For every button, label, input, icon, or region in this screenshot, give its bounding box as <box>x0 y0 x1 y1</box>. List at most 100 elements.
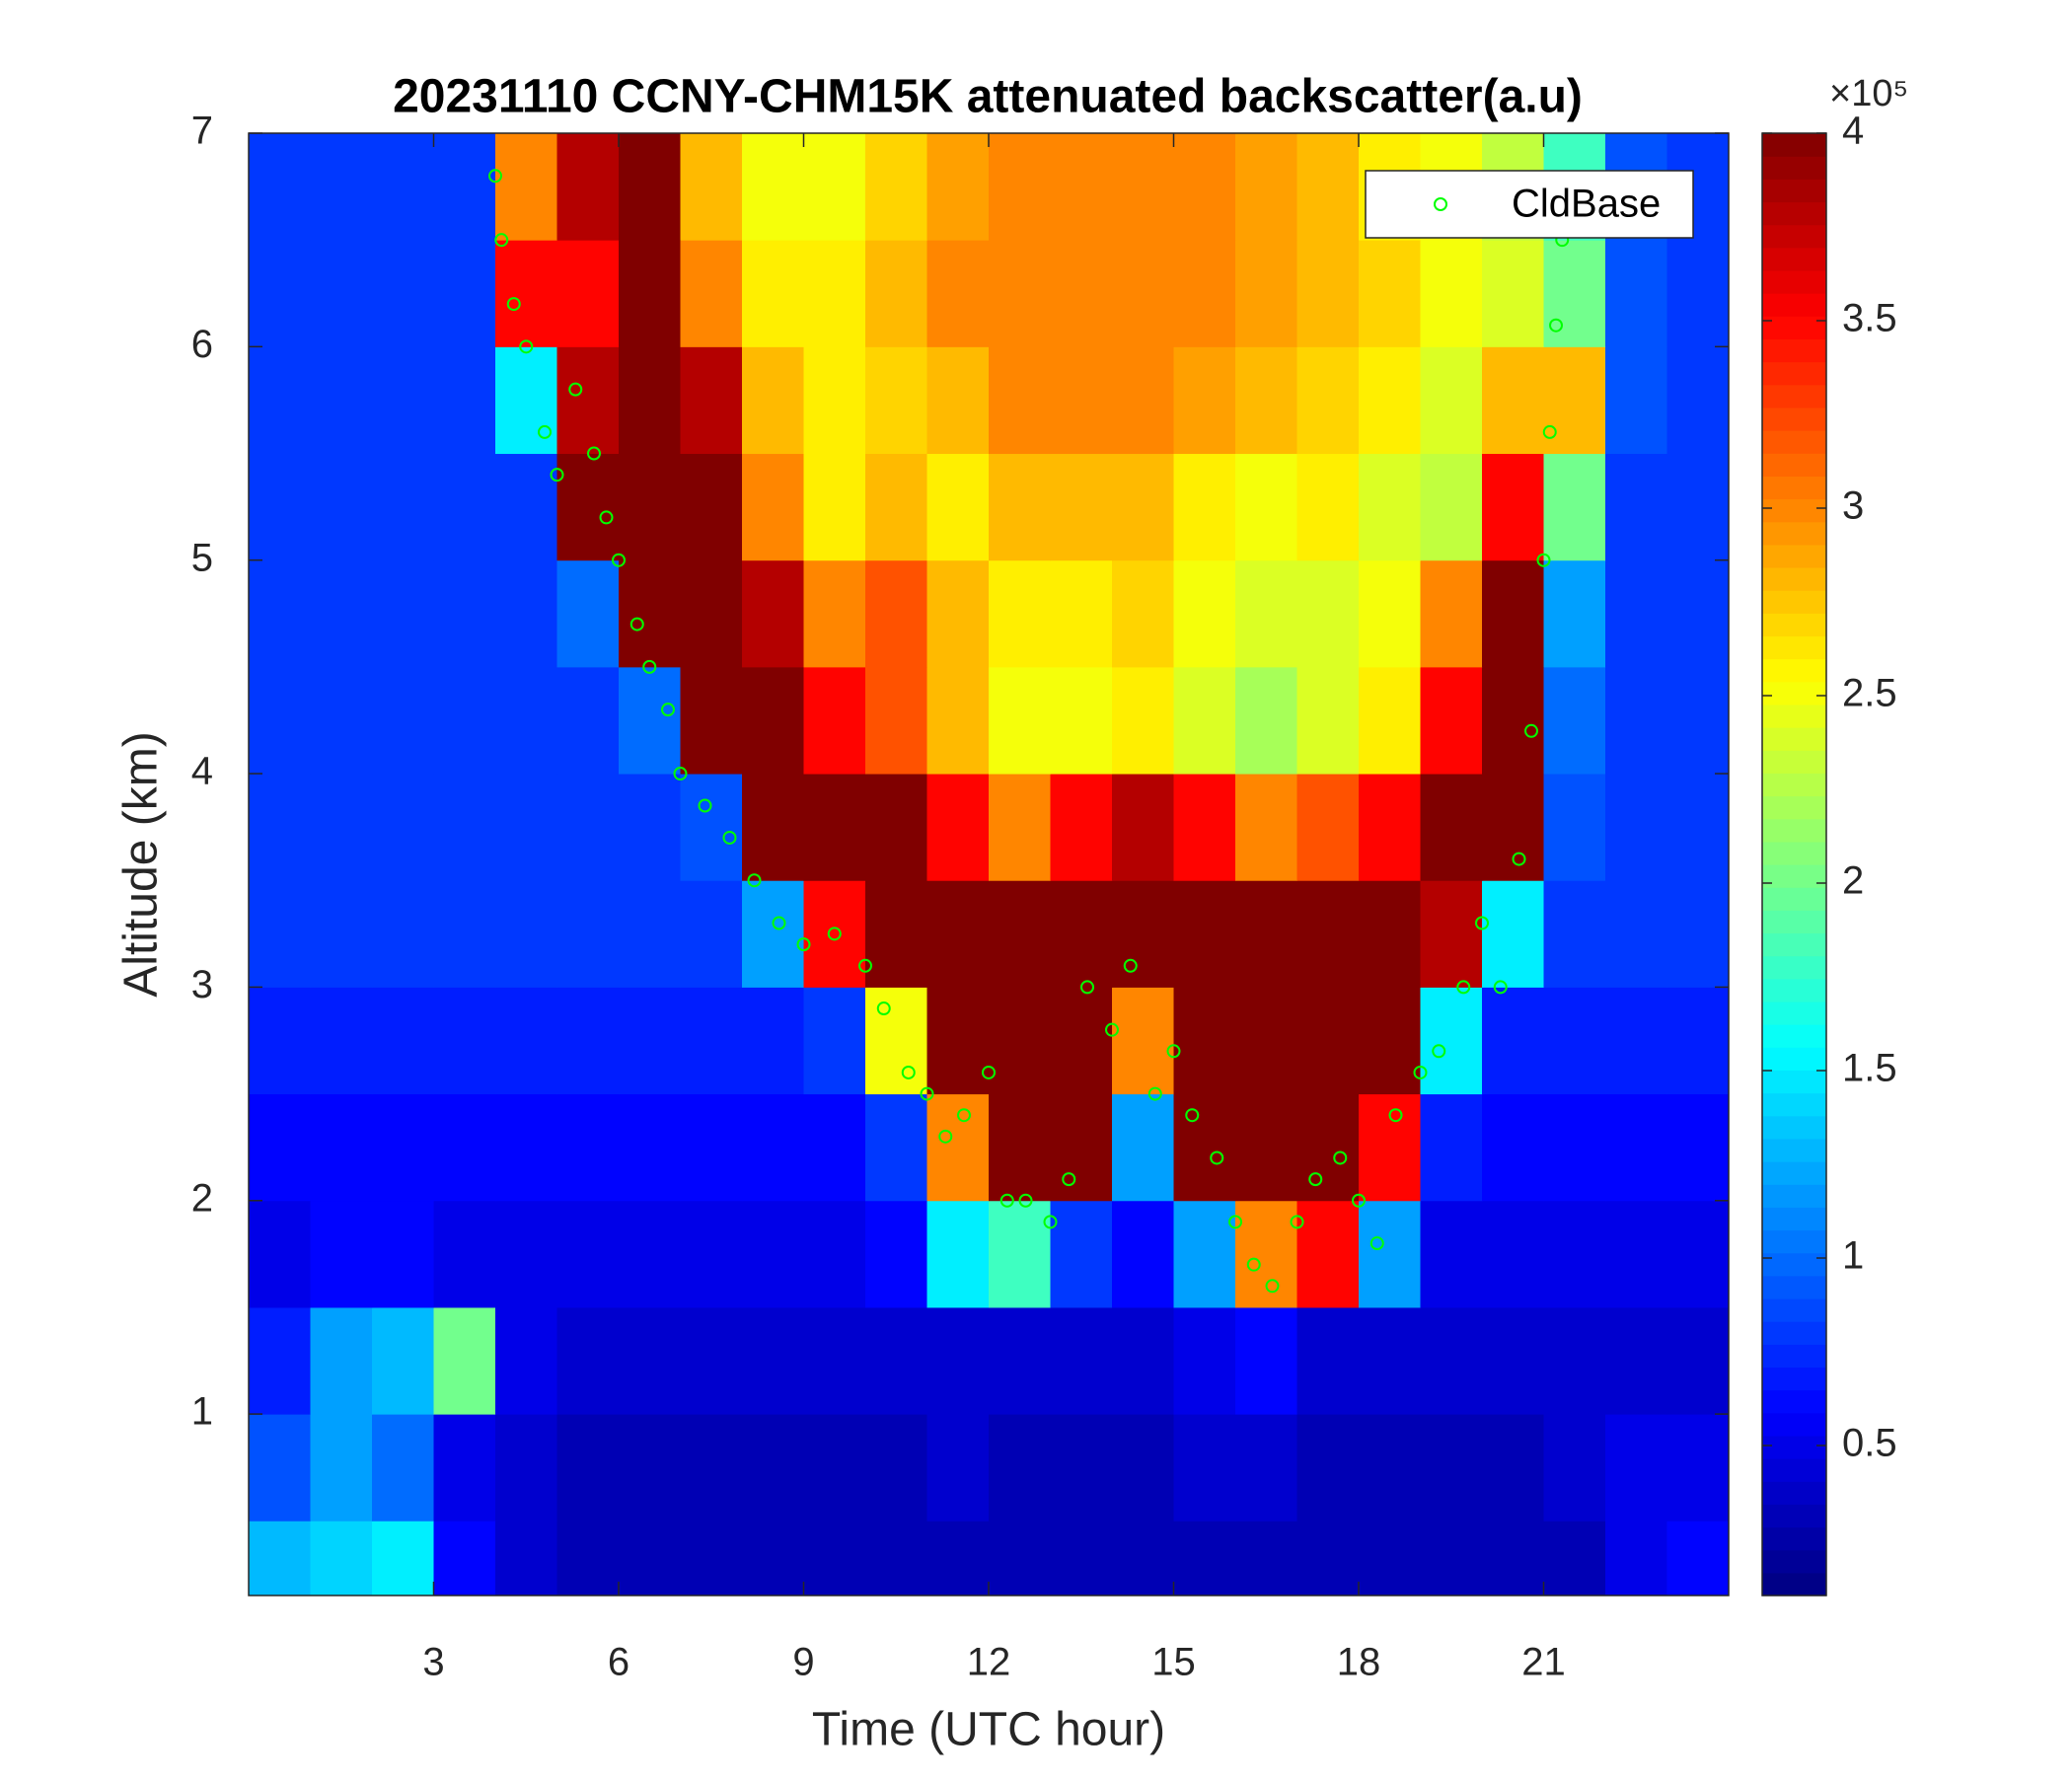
colorbar-swatch <box>1762 453 1826 477</box>
heatmap-cell <box>433 1306 496 1415</box>
colorbar-tick-label: 1 <box>1842 1234 1864 1278</box>
cloud-base-point <box>1475 916 1489 930</box>
heatmap-cell <box>1482 559 1544 668</box>
colorbar-swatch <box>1762 247 1826 271</box>
colorbar-swatch <box>1762 201 1826 226</box>
colorbar-swatch <box>1762 955 1826 980</box>
heatmap-cell <box>1420 1414 1483 1521</box>
heatmap-cell <box>742 774 804 881</box>
heatmap-cell <box>680 1521 743 1596</box>
heatmap-cell <box>1296 1200 1360 1308</box>
heatmap-cell <box>249 559 311 668</box>
colorbar-swatch <box>1762 1161 1826 1185</box>
heatmap-cell <box>1420 559 1483 668</box>
heatmap-cell <box>1543 880 1606 988</box>
cloud-base-point <box>999 1193 1014 1208</box>
x-tick-label: 6 <box>608 1641 629 1684</box>
cloud-base-point <box>1456 980 1471 995</box>
heatmap-cell <box>495 666 557 775</box>
heatmap-cell <box>1605 880 1667 988</box>
heatmap-cell <box>1420 240 1483 347</box>
colorbar-swatch <box>1762 1115 1826 1140</box>
heatmap-cell <box>742 1200 804 1308</box>
heatmap-cell <box>1173 666 1236 775</box>
heatmap-cell <box>556 774 620 881</box>
heatmap-cell <box>1173 559 1236 668</box>
heatmap-cell <box>1235 666 1297 775</box>
cloud-base-point <box>772 916 786 930</box>
heatmap-cell <box>372 666 434 775</box>
heatmap-cell <box>680 559 743 668</box>
heatmap-cell <box>803 774 866 881</box>
heatmap-cell <box>1420 987 1483 1095</box>
colorbar-swatch <box>1762 179 1826 203</box>
heatmap-cell <box>1543 240 1606 347</box>
heatmap-cell <box>680 133 743 241</box>
heatmap-cell <box>742 880 804 988</box>
heatmap-cell <box>433 774 496 881</box>
heatmap-cell <box>989 1521 1051 1596</box>
heatmap-cell <box>1235 1521 1297 1596</box>
x-tick-label: 3 <box>422 1641 444 1684</box>
x-tick-label: 15 <box>1151 1641 1196 1684</box>
heatmap-cell <box>1050 774 1113 881</box>
heatmap-cell <box>619 453 681 561</box>
colorbar-swatch <box>1762 269 1826 294</box>
heatmap-cell <box>742 987 804 1095</box>
heatmap-cell <box>803 880 866 988</box>
y-tick-label: 6 <box>191 323 213 366</box>
heatmap-cell <box>680 1200 743 1308</box>
heatmap-cell <box>1359 774 1421 881</box>
heatmap-cell <box>926 1093 990 1202</box>
colorbar-swatch <box>1762 224 1826 249</box>
heatmap-cell <box>742 453 804 561</box>
heatmap-cell <box>1666 666 1730 775</box>
heatmap-cell <box>1605 1521 1667 1596</box>
heatmap-cell <box>865 133 927 241</box>
heatmap-cell <box>619 1306 681 1415</box>
heatmap-cell <box>249 880 311 988</box>
heatmap-cell <box>989 346 1051 455</box>
colorbar-swatch <box>1762 316 1826 340</box>
heatmap-cell <box>310 240 373 347</box>
heatmap-cell <box>1359 240 1421 347</box>
heatmap-cell <box>680 1414 743 1521</box>
heatmap-cell <box>1173 240 1236 347</box>
heatmap-cell <box>1050 1521 1113 1596</box>
heatmap-cell <box>1112 240 1174 347</box>
heatmap-cell <box>803 1306 866 1415</box>
colorbar-swatch <box>1762 795 1826 820</box>
heatmap-cell <box>1050 559 1113 668</box>
cloud-base-point <box>1413 1065 1428 1079</box>
heatmap-cell <box>1050 453 1113 561</box>
heatmap-cell <box>1296 880 1360 988</box>
heatmap-cell <box>865 1306 927 1415</box>
heatmap-cell <box>742 1414 804 1521</box>
heatmap-cell <box>1605 453 1667 561</box>
heatmap-cell <box>1543 1521 1606 1596</box>
heatmap-cell <box>372 240 434 347</box>
heatmap-cell <box>1173 880 1236 988</box>
cloud-base-point <box>698 798 712 813</box>
heatmap-cell <box>803 240 866 347</box>
cloud-base-point <box>612 553 626 567</box>
y-tick-label: 2 <box>191 1176 213 1220</box>
heatmap-cell <box>1296 774 1360 881</box>
heatmap-cell <box>1050 133 1113 241</box>
heatmap-cell <box>1666 987 1730 1095</box>
heatmap-cell <box>1296 240 1360 347</box>
heatmap-cell <box>1420 1306 1483 1415</box>
heatmap-cell <box>495 987 557 1095</box>
heatmap-cell <box>249 133 311 241</box>
heatmap-cell <box>1359 453 1421 561</box>
cloud-base-point <box>1147 1086 1162 1101</box>
colorbar-swatch <box>1762 1070 1826 1094</box>
x-axis-label: Time (UTC hour) <box>812 1704 1165 1756</box>
heatmap-cell <box>1666 559 1730 668</box>
heatmap-cell <box>803 346 866 455</box>
colorbar-swatch <box>1762 498 1826 523</box>
colorbar-swatch <box>1762 750 1826 774</box>
heatmap-cell <box>1482 1093 1544 1202</box>
heatmap-cell <box>1420 1200 1483 1308</box>
colorbar-swatch <box>1762 1367 1826 1391</box>
